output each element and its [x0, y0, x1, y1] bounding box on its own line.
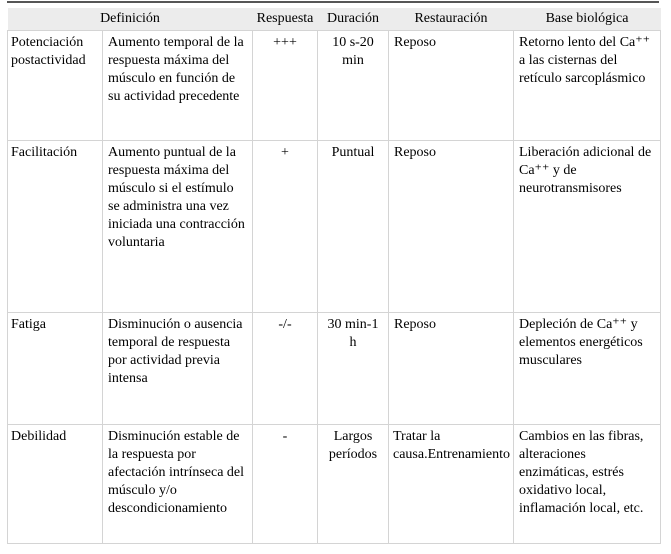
- cell-respuesta: +++: [252, 29, 318, 141]
- row-label: Potenciación postactividad: [7, 29, 103, 141]
- cell-definicion: Aumento puntual de la respuesta máxima d…: [102, 139, 253, 313]
- cell-definicion: Aumento temporal de la respuesta máxima …: [102, 29, 253, 141]
- table-top-rule: [7, 1, 659, 3]
- cell-respuesta: -/-: [252, 311, 318, 425]
- cell-base-biologica: Liberación adicional de Ca⁺⁺ y de neurot…: [513, 139, 661, 313]
- cell-base-biologica: Retorno lento del Ca⁺⁺ a las cisternas d…: [513, 29, 661, 141]
- cell-respuesta: +: [252, 139, 318, 313]
- muscle-response-table: Definición Respuesta Duración Restauraci…: [7, 8, 661, 544]
- row-label: Fatiga: [7, 311, 103, 425]
- cell-base-biologica: Depleción de Ca⁺⁺ y elementos energético…: [513, 311, 661, 425]
- cell-duracion: Puntual: [317, 139, 389, 313]
- cell-duracion: 30 min-1 h: [317, 311, 389, 425]
- col-header-restauracion: Restauración: [388, 8, 514, 30]
- header-row: Definición Respuesta Duración Restauraci…: [7, 8, 661, 30]
- cell-definicion: Disminución estable de la respuesta por …: [102, 423, 253, 544]
- table-row-facilitacion: Facilitación Aumento puntual de la respu…: [7, 139, 661, 313]
- row-label: Debilidad: [7, 423, 103, 544]
- table-row-potenciacion: Potenciación postactividad Aumento tempo…: [7, 29, 661, 141]
- col-header-definicion: Definición: [7, 8, 253, 30]
- cell-base-biologica: Cambios en las fibras, alteraciones enzi…: [513, 423, 661, 544]
- col-header-respuesta: Respuesta: [252, 8, 318, 30]
- cell-restauracion: Reposo: [388, 311, 514, 425]
- cell-duracion: Largos períodos: [317, 423, 389, 544]
- row-label: Facilitación: [7, 139, 103, 313]
- cell-definicion: Disminución o ausencia temporal de respu…: [102, 311, 253, 425]
- cell-respuesta: -: [252, 423, 318, 544]
- col-header-base-biologica: Base biológica: [513, 8, 661, 30]
- table-row-debilidad: Debilidad Disminución estable de la resp…: [7, 423, 661, 544]
- table-row-fatiga: Fatiga Disminución o ausencia temporal d…: [7, 311, 661, 425]
- cell-restauracion: Tratar la causa.Entrenamiento: [388, 423, 514, 544]
- cell-restauracion: Reposo: [388, 139, 514, 313]
- cell-duracion: 10 s-20 min: [317, 29, 389, 141]
- cell-restauracion: Reposo: [388, 29, 514, 141]
- col-header-duracion: Duración: [317, 8, 389, 30]
